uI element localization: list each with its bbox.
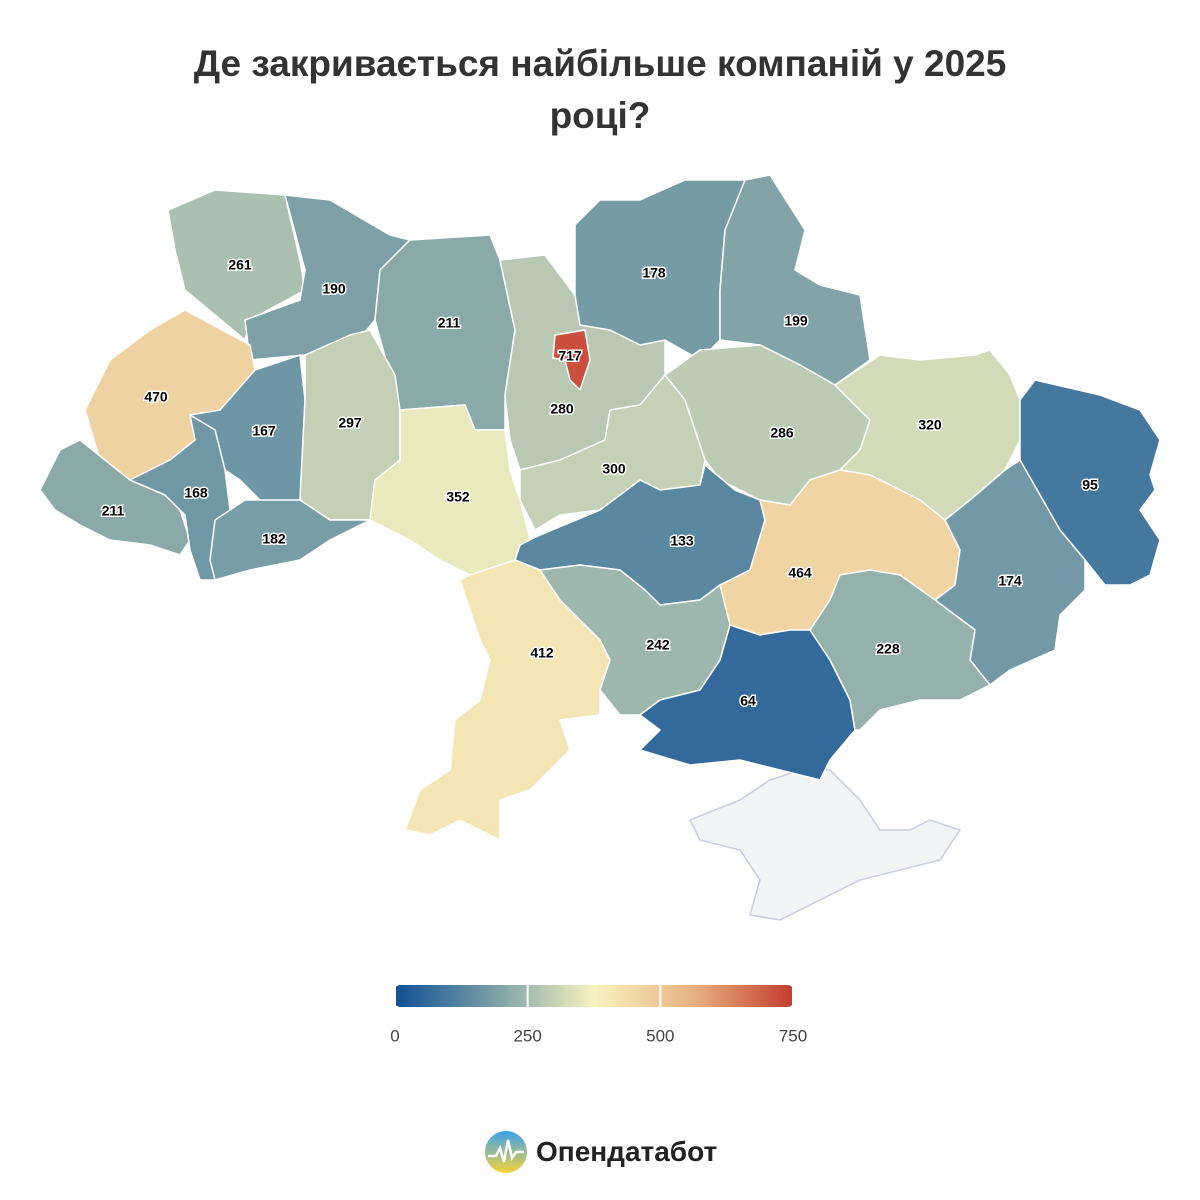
chart-title: Де закривається найбільше компаній у 202… xyxy=(193,43,1007,136)
value-label: 297 xyxy=(338,415,362,431)
region-no-data xyxy=(688,769,962,921)
value-label: 242 xyxy=(646,637,670,653)
value-label: 464 xyxy=(788,565,812,581)
value-label: 300 xyxy=(602,461,626,477)
scale-tick-label: 250 xyxy=(513,1026,541,1045)
region xyxy=(552,329,591,391)
logo-text: Опендатабот xyxy=(536,1136,718,1167)
value-label: 286 xyxy=(770,425,794,441)
region xyxy=(209,499,371,581)
value-label: 95 xyxy=(1082,477,1098,493)
value-label: 261 xyxy=(228,257,252,273)
value-label: 352 xyxy=(446,489,470,505)
value-label: 133 xyxy=(670,533,694,549)
region xyxy=(167,189,306,341)
value-label: 199 xyxy=(784,313,808,329)
region xyxy=(809,569,991,731)
scale-tick-label: 0 xyxy=(390,1026,399,1045)
logo: Опендатабот xyxy=(484,1130,717,1174)
scale-tick-label: 500 xyxy=(646,1026,674,1045)
region xyxy=(189,354,306,506)
value-label: 228 xyxy=(876,641,900,657)
value-label: 211 xyxy=(438,315,461,331)
value-label: 64 xyxy=(740,693,756,709)
region xyxy=(934,459,1086,686)
value-label: 182 xyxy=(262,531,286,547)
value-label: 320 xyxy=(918,417,942,433)
value-label: 280 xyxy=(550,401,574,417)
color-scale xyxy=(395,985,793,1007)
value-label: 178 xyxy=(642,265,666,281)
value-label: 717 xyxy=(558,348,582,364)
logo-icon xyxy=(485,1131,527,1173)
value-label: 412 xyxy=(530,645,554,661)
value-label: 211 xyxy=(102,503,125,519)
value-label: 167 xyxy=(252,423,276,439)
value-label: 174 xyxy=(998,573,1022,589)
scale-tick-label: 750 xyxy=(779,1026,807,1045)
value-label: 470 xyxy=(144,389,168,405)
value-label: 168 xyxy=(184,485,208,501)
value-label: 190 xyxy=(322,281,346,297)
